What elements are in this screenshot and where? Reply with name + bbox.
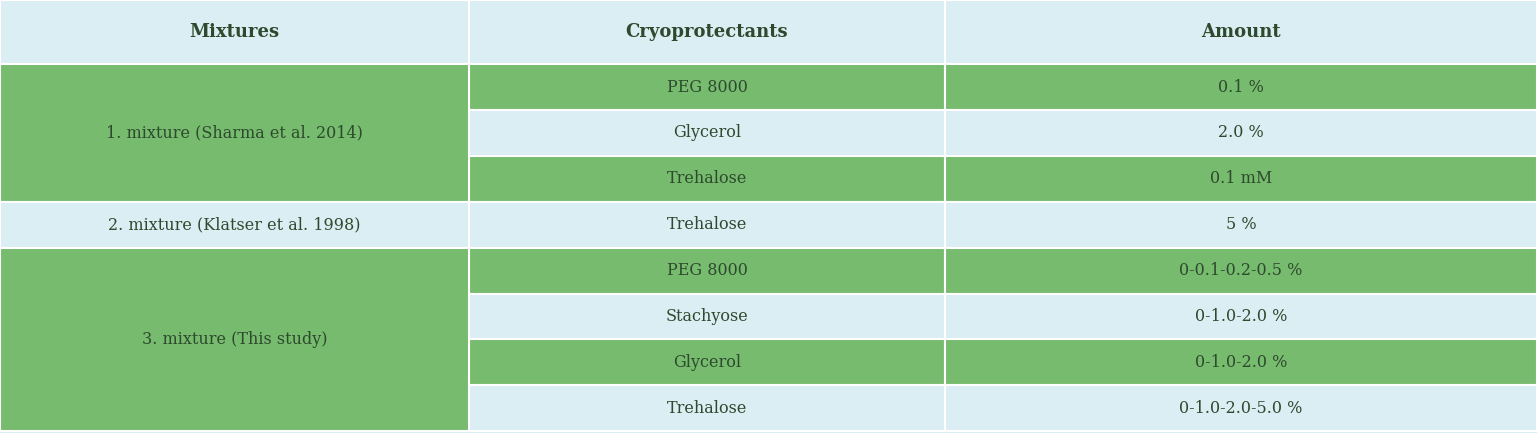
Text: Trehalose: Trehalose: [667, 170, 747, 187]
FancyBboxPatch shape: [0, 248, 469, 431]
FancyBboxPatch shape: [945, 385, 1537, 431]
FancyBboxPatch shape: [945, 0, 1537, 64]
Text: 0-1.0-2.0-5.0 %: 0-1.0-2.0-5.0 %: [1179, 400, 1303, 417]
Text: Trehalose: Trehalose: [667, 400, 747, 417]
Text: 0-0.1-0.2-0.5 %: 0-0.1-0.2-0.5 %: [1179, 262, 1303, 279]
Text: 0-1.0-2.0 %: 0-1.0-2.0 %: [1194, 354, 1288, 371]
FancyBboxPatch shape: [945, 339, 1537, 385]
Text: 3. mixture (This study): 3. mixture (This study): [141, 331, 327, 348]
FancyBboxPatch shape: [469, 202, 945, 248]
FancyBboxPatch shape: [469, 110, 945, 156]
FancyBboxPatch shape: [469, 339, 945, 385]
FancyBboxPatch shape: [469, 156, 945, 202]
Text: 2.0 %: 2.0 %: [1219, 124, 1263, 142]
Text: Glycerol: Glycerol: [673, 354, 741, 371]
FancyBboxPatch shape: [945, 156, 1537, 202]
Text: 2. mixture (Klatser et al. 1998): 2. mixture (Klatser et al. 1998): [108, 216, 361, 233]
FancyBboxPatch shape: [469, 294, 945, 339]
Text: 0.1 mM: 0.1 mM: [1210, 170, 1273, 187]
FancyBboxPatch shape: [945, 202, 1537, 248]
Text: 0.1 %: 0.1 %: [1219, 78, 1263, 96]
Text: Trehalose: Trehalose: [667, 216, 747, 233]
Text: Stachyose: Stachyose: [666, 308, 749, 325]
Text: Mixtures: Mixtures: [189, 23, 280, 41]
FancyBboxPatch shape: [469, 64, 945, 110]
FancyBboxPatch shape: [0, 64, 469, 202]
FancyBboxPatch shape: [945, 110, 1537, 156]
FancyBboxPatch shape: [945, 64, 1537, 110]
Text: Cryoprotectants: Cryoprotectants: [626, 23, 788, 41]
FancyBboxPatch shape: [945, 248, 1537, 294]
Text: PEG 8000: PEG 8000: [667, 78, 747, 96]
FancyBboxPatch shape: [0, 202, 469, 248]
FancyBboxPatch shape: [469, 248, 945, 294]
Text: 5 %: 5 %: [1227, 216, 1256, 233]
Text: PEG 8000: PEG 8000: [667, 262, 747, 279]
Text: 0-1.0-2.0 %: 0-1.0-2.0 %: [1194, 308, 1288, 325]
FancyBboxPatch shape: [469, 0, 945, 64]
FancyBboxPatch shape: [0, 0, 469, 64]
FancyBboxPatch shape: [945, 294, 1537, 339]
Text: Amount: Amount: [1202, 23, 1280, 41]
Text: Glycerol: Glycerol: [673, 124, 741, 142]
Text: 1. mixture (Sharma et al. 2014): 1. mixture (Sharma et al. 2014): [106, 124, 363, 142]
FancyBboxPatch shape: [469, 385, 945, 431]
